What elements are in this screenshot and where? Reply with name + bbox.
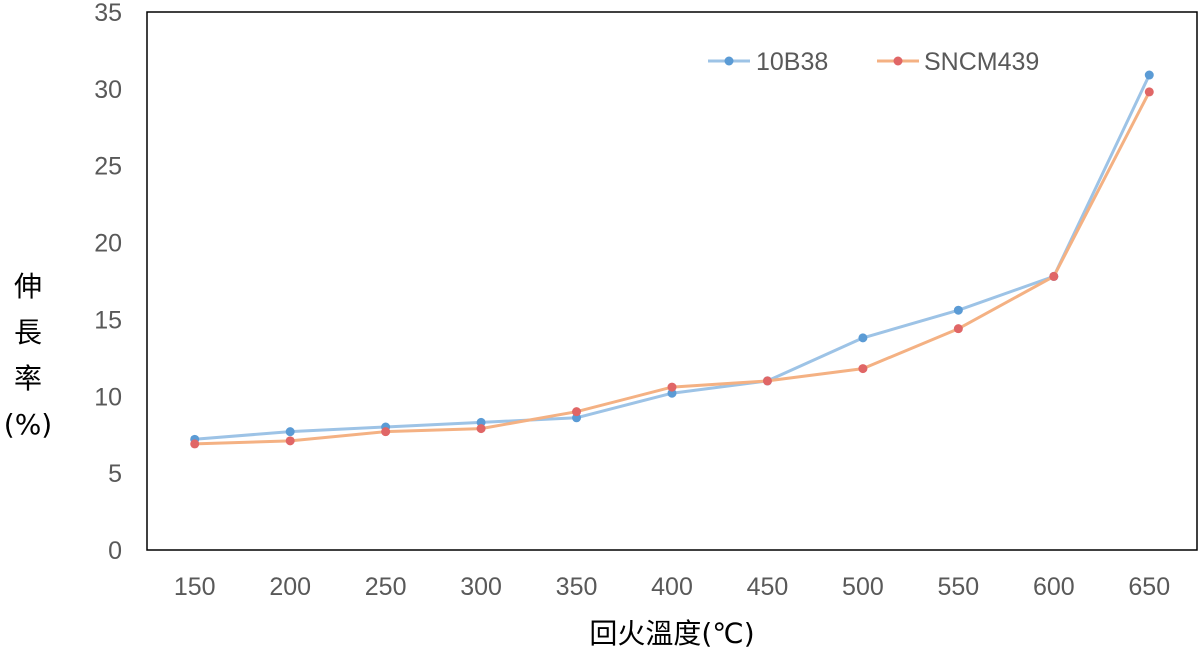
data-point-sncm439 bbox=[762, 376, 772, 386]
data-point-sncm439 bbox=[476, 424, 486, 434]
y-tick-label: 5 bbox=[108, 460, 122, 488]
x-tick-label: 300 bbox=[460, 573, 502, 601]
y-tick-label: 15 bbox=[94, 306, 122, 334]
legend-marker-sncm439 bbox=[893, 56, 903, 66]
x-tick-label: 500 bbox=[842, 573, 884, 601]
x-axis-title: 回火溫度(℃) bbox=[589, 617, 754, 650]
y-tick-label: 25 bbox=[94, 153, 122, 181]
y-axis-title-line-1: 伸 bbox=[14, 270, 42, 303]
data-point-10b38 bbox=[572, 413, 582, 423]
data-point-sncm439 bbox=[285, 436, 295, 446]
x-tick-label: 600 bbox=[1033, 573, 1075, 601]
plot-area bbox=[146, 11, 1198, 551]
data-point-sncm439 bbox=[190, 439, 200, 449]
data-point-sncm439 bbox=[572, 407, 582, 417]
data-point-sncm439 bbox=[667, 382, 677, 392]
x-tick-label: 550 bbox=[938, 573, 980, 601]
data-point-10b38 bbox=[476, 417, 486, 427]
y-tick-label: 30 bbox=[94, 76, 122, 104]
data-point-10b38 bbox=[953, 305, 963, 315]
legend-label-10b38: 10B38 bbox=[756, 48, 828, 76]
x-tick-label: 150 bbox=[174, 573, 216, 601]
data-point-10b38 bbox=[858, 333, 868, 343]
y-axis-title-line-2: 長 bbox=[14, 316, 42, 349]
x-tick-label: 400 bbox=[651, 573, 693, 601]
y-axis-title: 伸 長 率 (%) bbox=[4, 270, 52, 441]
x-tick-label: 200 bbox=[269, 573, 311, 601]
data-point-10b38 bbox=[285, 427, 295, 437]
legend: 10B38 SNCM439 bbox=[708, 48, 1039, 76]
legend-marker-10b38 bbox=[724, 56, 734, 66]
x-tick-label: 650 bbox=[1128, 573, 1170, 601]
x-tick-label: 350 bbox=[556, 573, 598, 601]
data-point-sncm439 bbox=[1144, 87, 1154, 97]
y-tick-label: 20 bbox=[94, 230, 122, 258]
x-tick-label: 250 bbox=[365, 573, 407, 601]
y-axis-ticks: 0 5 10 15 20 25 30 35 bbox=[94, 0, 122, 565]
legend-item-sncm439: SNCM439 bbox=[877, 48, 1039, 76]
x-axis-ticks: 150 200 250 300 350 400 450 500 550 600 650 bbox=[174, 573, 1170, 601]
data-point-sncm439 bbox=[953, 324, 963, 334]
y-tick-label: 0 bbox=[108, 537, 122, 565]
data-point-sncm439 bbox=[1049, 271, 1059, 281]
y-axis-title-line-3: 率 bbox=[14, 362, 42, 395]
data-point-sncm439 bbox=[381, 427, 391, 437]
series-layer bbox=[190, 70, 1154, 449]
data-point-sncm439 bbox=[858, 364, 868, 374]
legend-item-10b38: 10B38 bbox=[708, 48, 828, 76]
y-axis-title-line-4: (%) bbox=[4, 408, 52, 441]
x-tick-label: 450 bbox=[747, 573, 789, 601]
data-point-10b38 bbox=[667, 388, 677, 398]
data-point-10b38 bbox=[1144, 70, 1154, 80]
legend-label-sncm439: SNCM439 bbox=[924, 48, 1039, 76]
y-tick-label: 10 bbox=[94, 383, 122, 411]
y-tick-label: 35 bbox=[94, 0, 122, 27]
